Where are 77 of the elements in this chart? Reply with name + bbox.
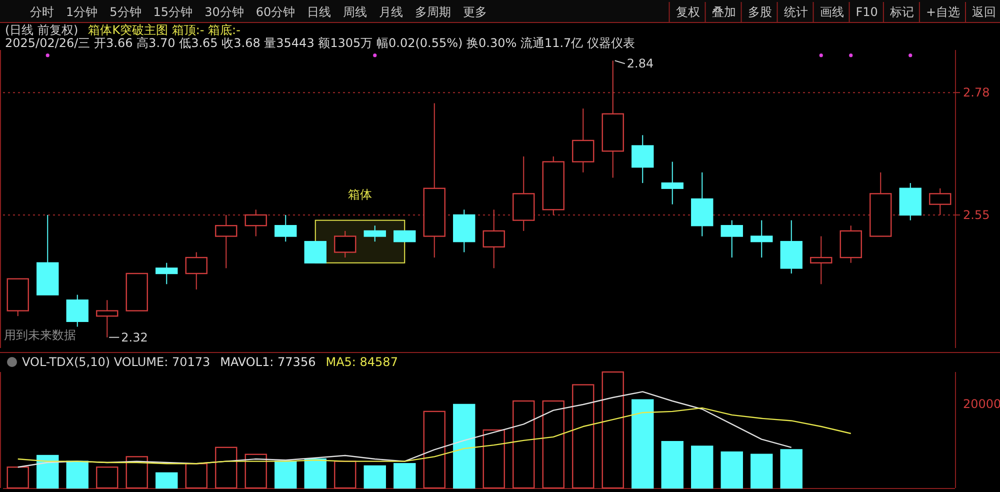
- text: F10: [856, 5, 878, 19]
- bar: [364, 465, 386, 489]
- y-tick-label: 2.78: [963, 86, 990, 100]
- bar: [185, 463, 208, 489]
- bar: [274, 460, 297, 489]
- bar: [632, 399, 654, 489]
- bar: [126, 456, 148, 489]
- bar: [750, 454, 773, 489]
- candlestick: [453, 209, 476, 253]
- text: 复权: [676, 5, 700, 19]
- candlestick: [750, 220, 773, 258]
- text: 30分钟: [204, 5, 244, 19]
- text: 画线: [820, 5, 844, 19]
- text: 20000: [963, 397, 1000, 411]
- text: 周线: [343, 5, 368, 19]
- bar: [602, 371, 624, 489]
- text: 月线: [379, 5, 404, 19]
- bar: [691, 446, 714, 489]
- bar: [572, 384, 594, 489]
- bar: [453, 404, 476, 489]
- chart-title: (日线 前复权): [5, 23, 78, 37]
- bar: [244, 454, 267, 489]
- bar: [512, 400, 535, 489]
- bar: [6, 466, 29, 489]
- text: 5分钟: [110, 5, 142, 19]
- y-tick-label: 2.55: [963, 208, 990, 222]
- bar: [304, 458, 326, 489]
- text: 更多: [463, 5, 488, 19]
- bar: [394, 463, 416, 489]
- candlestick: [185, 252, 208, 290]
- text: 分时: [30, 5, 54, 19]
- bar: [542, 400, 564, 489]
- text: 多周期: [415, 5, 452, 19]
- bar: [661, 441, 684, 489]
- annotation: 2.84: [626, 56, 654, 71]
- annotation: 用到未来数据: [4, 328, 76, 342]
- candlestick: [840, 225, 862, 264]
- candlestick: [899, 182, 922, 221]
- text: 日线: [307, 5, 332, 19]
- text: 多股: [748, 5, 772, 19]
- candlestick: [691, 172, 714, 237]
- candlestick: [512, 156, 535, 232]
- bar: [215, 446, 238, 489]
- annotation: 2025/02/26/三 开3.66 高3.70 低3.65 收3.68 量35443 额1305万 幅0.02(0.55%) 换0.30% 流通11.7亿 仪器仪表: [5, 36, 635, 50]
- bar: [482, 429, 505, 489]
- text: 统计: [784, 5, 808, 19]
- bar: [66, 460, 88, 489]
- bar: [96, 466, 118, 489]
- bar: [423, 410, 446, 489]
- text: 标记: [888, 5, 914, 19]
- text: 15分钟: [153, 5, 193, 19]
- text: 返回: [972, 5, 996, 19]
- chart-title: VOL-TDX(5,10) VOLUME: 70173: [22, 355, 210, 369]
- text: 60分钟: [256, 5, 296, 19]
- candlestick: [244, 209, 267, 237]
- candlestick: [96, 300, 118, 338]
- candlestick: [810, 236, 832, 285]
- candlestick: [661, 161, 684, 205]
- candlestick: [215, 214, 238, 269]
- band-label: 箱体: [348, 187, 372, 202]
- text: 叠加: [712, 5, 736, 19]
- annotation: 2.32: [121, 330, 148, 344]
- text: MA5: 84587: [326, 355, 398, 369]
- bar: [36, 454, 59, 489]
- bar: [720, 451, 743, 489]
- chart-subtitle: 箱体K突破主图 箱顶:- 箱底:-: [88, 23, 240, 37]
- text: MAVOL1: 77356: [220, 355, 316, 369]
- text: +自选: [926, 5, 960, 19]
- candlestick: [572, 108, 594, 173]
- bar: [780, 449, 802, 489]
- candlestick: [423, 102, 446, 258]
- bar: [334, 460, 356, 489]
- candlestick: [602, 60, 624, 178]
- candlestick: [632, 134, 654, 184]
- candlestick: [482, 209, 505, 269]
- text: 1分钟: [66, 5, 98, 19]
- bar: [156, 472, 178, 489]
